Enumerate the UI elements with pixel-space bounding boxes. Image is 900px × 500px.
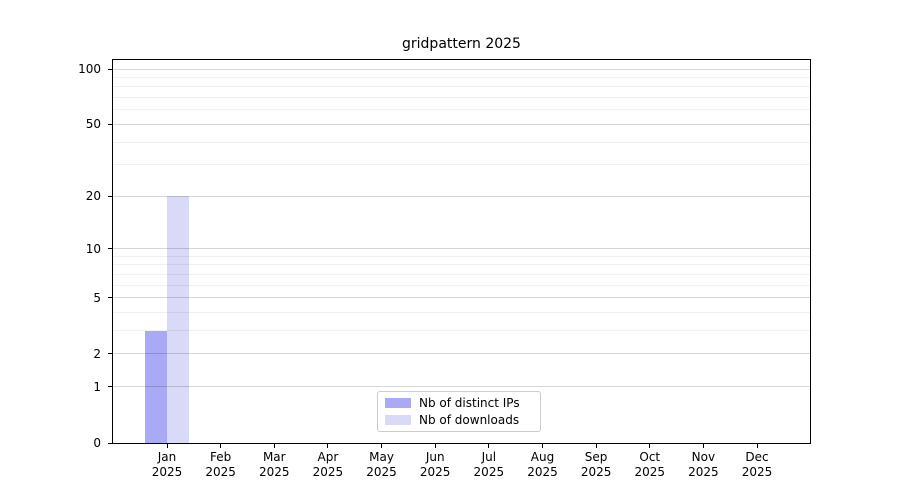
gridline-major [113, 386, 810, 388]
y-tick [108, 353, 112, 355]
legend-label-downloads: Nb of downloads [419, 413, 520, 427]
gridline-major [113, 297, 810, 299]
y-tick-label: 0 [93, 436, 101, 450]
bar-downloads-jan [167, 196, 189, 443]
gridline-minor [113, 264, 810, 266]
x-tick-label: Dec 2025 [741, 450, 773, 479]
gridline-minor [113, 164, 810, 166]
x-tick [273, 443, 275, 448]
x-tick-label: Aug 2025 [527, 450, 558, 479]
y-tick-label: 5 [93, 290, 101, 305]
gridline-minor [113, 109, 810, 111]
x-tick [756, 443, 758, 448]
x-tick-label: Jul 2025 [473, 450, 505, 479]
x-tick-label: Feb 2025 [205, 450, 236, 479]
gridline-major [113, 353, 810, 355]
gridline-major [113, 123, 810, 125]
x-tick-label: Jun 2025 [419, 450, 451, 479]
legend: Nb of distinct IPs Nb of downloads [377, 391, 541, 432]
y-tick [108, 442, 112, 444]
x-tick-label: Oct 2025 [634, 450, 666, 479]
x-tick-label: Jan 2025 [151, 450, 183, 479]
gridline-minor [113, 141, 810, 143]
y-tick-label: 100 [78, 62, 101, 76]
y-tick-label: 20 [85, 189, 101, 204]
gridline-minor [113, 330, 810, 332]
legend-swatch-distinct-ips [385, 398, 411, 408]
y-tick [108, 195, 112, 197]
gridline-minor [113, 86, 810, 88]
x-tick [649, 443, 651, 448]
y-tick-label: 2 [93, 346, 101, 361]
y-tick-label: 1 [93, 379, 101, 394]
x-tick [327, 443, 329, 448]
y-tick [108, 248, 112, 250]
y-tick [108, 68, 112, 70]
gridline-minor [113, 97, 810, 99]
gridline-minor [113, 273, 810, 275]
chart-title: gridpattern 2025 [402, 36, 521, 52]
y-tick-label: 50 [85, 117, 101, 132]
x-tick [488, 443, 490, 448]
x-tick-label: Apr 2025 [312, 450, 344, 479]
gridline-minor [113, 76, 810, 78]
x-tick-label: May 2025 [366, 450, 397, 479]
legend-label-distinct-ips: Nb of distinct IPs [419, 396, 520, 410]
y-tick-label: 10 [85, 241, 101, 256]
gridline-minor [113, 284, 810, 286]
x-tick-label: Nov 2025 [688, 450, 719, 479]
x-tick [702, 443, 704, 448]
gridline-major [113, 195, 810, 197]
gridline-minor [113, 312, 810, 314]
x-tick [381, 443, 383, 448]
plot-area: Nb of distinct IPs Nb of downloads 0 1 2 5 1… [78, 59, 811, 479]
x-tick [434, 443, 436, 448]
y-tick [108, 297, 112, 299]
legend-item-distinct-ips: Nb of distinct IPs [385, 396, 540, 410]
legend-swatch-downloads [385, 415, 411, 425]
y-tick [108, 123, 112, 125]
y-tick [108, 386, 112, 388]
x-tick [595, 443, 597, 448]
bar-distinct-ips-jan [145, 330, 167, 443]
gridline-minor [113, 255, 810, 257]
x-tick-label: Mar 2025 [258, 450, 290, 479]
gridline-major [113, 248, 810, 250]
x-tick [166, 443, 168, 448]
x-tick-label: Sep 2025 [580, 450, 612, 479]
x-tick [220, 443, 222, 448]
legend-item-downloads: Nb of downloads [385, 413, 540, 427]
x-tick [541, 443, 543, 448]
gridline-major [113, 68, 810, 70]
